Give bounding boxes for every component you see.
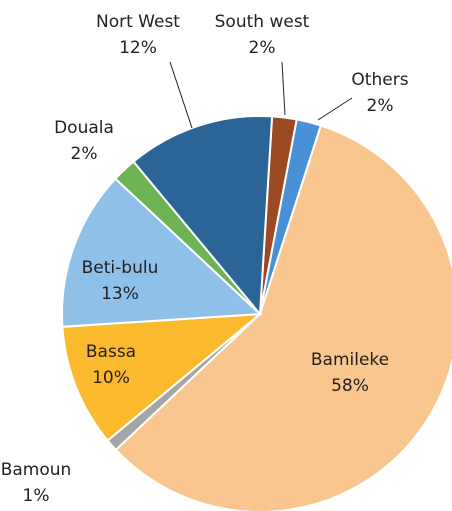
pie-slice bbox=[61, 312, 264, 442]
leader-line bbox=[317, 97, 353, 121]
pie-slice bbox=[114, 124, 452, 511]
pie-slice bbox=[61, 177, 263, 328]
slice-value-label: 10% bbox=[92, 368, 130, 388]
slice-label: Douala bbox=[54, 118, 114, 138]
leader-line bbox=[169, 61, 193, 129]
slice-value-label: 13% bbox=[101, 284, 139, 304]
slice-label: Nort West bbox=[96, 12, 180, 32]
slice-label: Bamoun bbox=[1, 460, 72, 480]
slice-value-label: 2% bbox=[367, 96, 394, 116]
slice-value-label: 58% bbox=[331, 376, 369, 396]
slice-value-label: 2% bbox=[71, 144, 98, 164]
slice-label: Bassa bbox=[86, 342, 136, 362]
slice-value-label: 2% bbox=[249, 38, 276, 58]
leader-line bbox=[281, 61, 286, 116]
slice-label: Bamileke bbox=[311, 350, 389, 370]
slice-label: Others bbox=[351, 70, 408, 90]
slice-value-label: 1% bbox=[23, 486, 50, 506]
slice-label: South west bbox=[215, 12, 310, 32]
slice-label: Beti-bulu bbox=[82, 258, 159, 278]
pie-slice bbox=[132, 115, 274, 317]
slice-value-label: 12% bbox=[119, 38, 157, 58]
